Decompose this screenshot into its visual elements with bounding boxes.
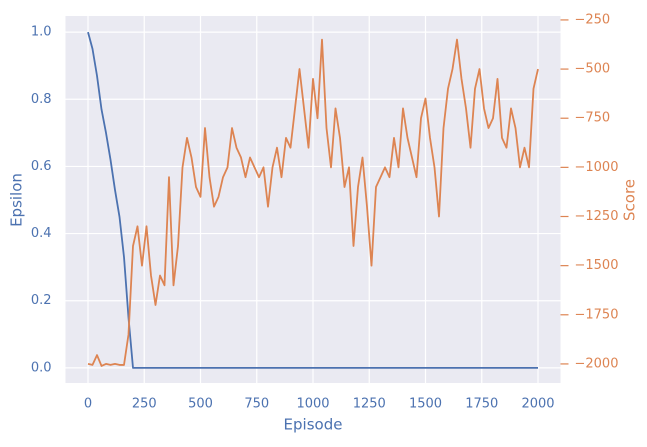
- y2-tick-label: −1500: [575, 258, 619, 273]
- y-tick-label: 0.2: [31, 293, 52, 308]
- y2-tick-label: −1750: [575, 307, 619, 322]
- y2-tick-label: −500: [575, 62, 611, 77]
- y-tick-label: 0.8: [31, 92, 52, 107]
- x-tick-label: 750: [244, 397, 269, 412]
- x-tick-label: 1000: [296, 397, 329, 412]
- y-tick-label: 0.4: [31, 226, 52, 241]
- y-tick-label: 0.0: [31, 360, 52, 375]
- x-tick-label: 1500: [409, 397, 442, 412]
- series-line: [87, 31, 538, 369]
- x-tick-label: 500: [188, 397, 213, 412]
- x-tick-label: 2000: [521, 397, 554, 412]
- y2-tick-label: −750: [575, 111, 611, 126]
- x-tick-label: 0: [84, 397, 92, 412]
- y2-axis-label: Score: [621, 179, 639, 221]
- y2-tick-label: −250: [575, 12, 611, 27]
- y-tick-label: 1.0: [31, 25, 52, 40]
- y2-tick-label: −1250: [575, 209, 619, 224]
- y2-tick-label: −2000: [575, 356, 619, 371]
- x-tick-label: 250: [132, 397, 157, 412]
- y2-tick-label: −1000: [575, 160, 619, 175]
- x-axis-label: Episode: [284, 416, 343, 434]
- x-tick-label: 1250: [353, 397, 386, 412]
- y-tick-label: 0.6: [31, 159, 52, 174]
- x-tick-label: 1750: [465, 397, 498, 412]
- y-axis-label: Epsilon: [8, 173, 26, 227]
- series-line: [87, 38, 539, 367]
